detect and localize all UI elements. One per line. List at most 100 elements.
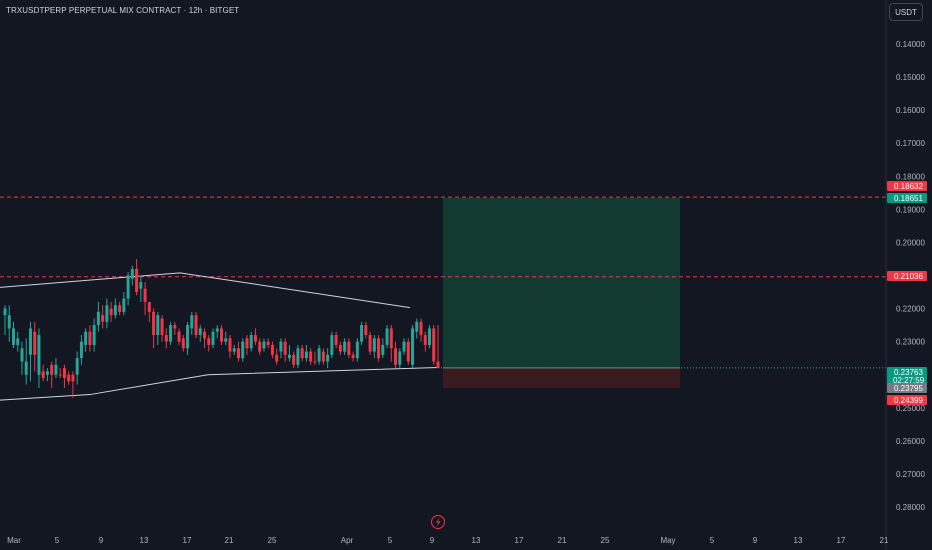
candle [88, 325, 92, 352]
candle [84, 328, 88, 352]
x-tick-label: 13 [794, 536, 803, 545]
candle [300, 344, 304, 362]
candle [147, 301, 151, 322]
candle [160, 315, 164, 342]
candle [296, 344, 300, 369]
candle [355, 338, 359, 362]
candle [236, 341, 240, 362]
y-tick-label: 0.22000 [896, 305, 925, 314]
candle [20, 341, 24, 375]
candle [364, 321, 368, 339]
candle [258, 338, 262, 355]
candle [279, 338, 283, 359]
y-tick-label: 0.23000 [896, 338, 925, 347]
candle [381, 338, 385, 359]
x-tick-label: 9 [99, 536, 104, 545]
candle [122, 292, 126, 316]
candle [215, 325, 219, 339]
y-tick-label: 0.14000 [896, 40, 925, 49]
candle [71, 371, 75, 398]
x-tick-label: 21 [880, 536, 889, 545]
candle [436, 325, 440, 369]
candle [16, 331, 20, 352]
candle [190, 311, 194, 336]
candle [181, 335, 185, 352]
y-tick-label: 0.17000 [896, 139, 925, 148]
candle [224, 331, 228, 345]
price-tag: 0.21036 [887, 271, 927, 281]
candle [292, 351, 296, 369]
y-tick-label: 0.26000 [896, 437, 925, 446]
x-tick-label: 17 [183, 536, 192, 545]
stop-zone[interactable] [443, 367, 680, 388]
candle [232, 344, 236, 355]
candle [67, 371, 71, 385]
candle [186, 321, 190, 355]
currency-button[interactable]: USDT [889, 3, 923, 21]
lightning-icon[interactable] [431, 515, 445, 529]
candle [419, 318, 423, 342]
svg-text:0.18632: 0.18632 [894, 182, 923, 191]
y-tick-label: 0.28000 [896, 503, 925, 512]
candle [343, 338, 347, 355]
candle [253, 328, 257, 345]
svg-text:0.23763: 0.23763 [894, 368, 923, 377]
upper-trendline[interactable] [0, 272, 411, 309]
svg-text:0.23795: 0.23795 [894, 384, 923, 393]
x-tick-label: 25 [268, 536, 277, 545]
candle [262, 338, 266, 352]
x-tick-label: 17 [515, 536, 524, 545]
candle [423, 331, 427, 352]
candle [321, 348, 325, 365]
candle [249, 331, 253, 352]
candle [135, 258, 139, 296]
candle [211, 328, 215, 349]
candle [139, 275, 143, 302]
svg-text:0.18651: 0.18651 [894, 194, 923, 203]
candle [79, 335, 83, 365]
candle [173, 321, 177, 336]
candle [360, 321, 364, 345]
candle [130, 265, 134, 286]
candle [377, 335, 381, 362]
candle [126, 272, 130, 306]
candle [198, 325, 202, 342]
x-tick-label: 5 [388, 536, 393, 545]
x-tick-label: 21 [558, 536, 567, 545]
candle [45, 368, 49, 382]
candle [432, 325, 436, 365]
candle [203, 328, 207, 349]
x-tick-label: 13 [472, 536, 481, 545]
candle [334, 331, 338, 349]
y-tick-label: 0.20000 [896, 238, 925, 247]
candle [207, 335, 211, 352]
candle [109, 301, 113, 322]
target-zone[interactable] [443, 197, 680, 368]
candle [245, 335, 249, 355]
candle [270, 341, 274, 359]
y-tick-label: 0.25000 [896, 404, 925, 413]
y-tick-label: 0.19000 [896, 205, 925, 214]
candle [368, 331, 372, 355]
price-tag: 0.18632 [887, 181, 927, 191]
candle [11, 321, 15, 349]
candle [241, 338, 245, 362]
chart-title: TRXUSDTPERP PERPETUAL MIX CONTRACT · 12h… [6, 6, 240, 15]
candle [58, 368, 62, 379]
y-tick-label: 0.27000 [896, 470, 925, 479]
candle [287, 344, 291, 362]
candle [37, 328, 41, 388]
candle [164, 328, 168, 349]
candle [389, 325, 393, 362]
candle [113, 298, 117, 319]
candle [347, 338, 351, 359]
candle [275, 348, 279, 365]
candle [385, 325, 389, 349]
candle [177, 328, 181, 345]
candle [62, 364, 66, 388]
candle [220, 325, 223, 345]
candle [402, 338, 406, 355]
lower-trendline[interactable] [0, 366, 439, 401]
candle [317, 344, 321, 365]
